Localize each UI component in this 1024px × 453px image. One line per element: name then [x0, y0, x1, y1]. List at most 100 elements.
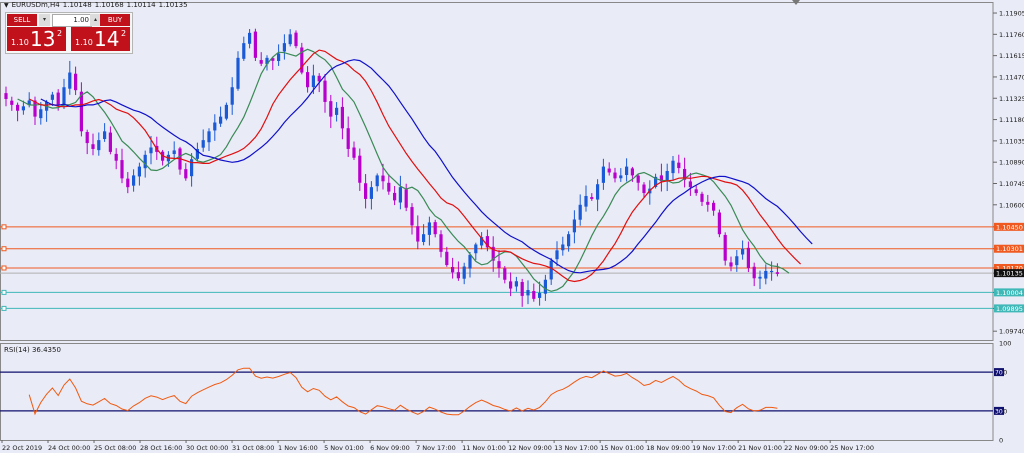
- time-axis-label: 22 Nov 09:00: [784, 444, 828, 452]
- candle-body: [619, 175, 623, 179]
- candle-body: [85, 131, 89, 144]
- candle-body: [520, 282, 524, 296]
- candle-body: [79, 91, 83, 132]
- candle-body: [253, 31, 257, 58]
- symbol-timeframe: EURUSDm,H4: [11, 1, 60, 9]
- indicator-axis-label: 0: [999, 437, 1003, 445]
- time-axis-label: 18 Nov 09:00: [646, 444, 690, 452]
- candle-body: [630, 168, 634, 176]
- candle-body: [735, 256, 739, 266]
- time-axis-label: 15 Nov 01:00: [600, 444, 644, 452]
- candle-body: [195, 148, 199, 159]
- candle-body: [224, 104, 228, 119]
- level-line-handle[interactable]: [1, 224, 7, 230]
- current-price-tag: [994, 269, 1024, 278]
- candle-body: [352, 147, 356, 158]
- candle-body: [567, 234, 571, 247]
- candle-body: [654, 176, 658, 187]
- candle-body: [433, 222, 437, 235]
- ohlc-close: 1.10135: [158, 1, 188, 9]
- candle-body: [375, 175, 379, 187]
- candle-body: [364, 183, 368, 199]
- candle-body: [149, 147, 153, 154]
- indicator-axis-label: 100: [999, 340, 1011, 348]
- candle-body: [607, 168, 611, 173]
- candle-body: [456, 272, 460, 279]
- level-price-tag: [994, 222, 1024, 231]
- moving-average-medium: [28, 49, 802, 283]
- candle-body: [56, 92, 60, 105]
- sell-price-pips: 13: [30, 27, 56, 51]
- buy-price-pips: 14: [94, 27, 120, 51]
- level-price-tag: [994, 304, 1024, 313]
- level-price-label: 1.10450: [996, 223, 1023, 231]
- candle-body: [137, 166, 141, 177]
- candle-body: [68, 72, 72, 89]
- level-line-handle[interactable]: [1, 246, 7, 252]
- candle-body: [143, 154, 147, 169]
- level-line-handle[interactable]: [1, 289, 7, 295]
- level-price-label: 1.10301: [996, 245, 1023, 253]
- level-price-label: 1.10170: [996, 264, 1023, 272]
- level-line-handle[interactable]: [1, 265, 7, 271]
- price-axis-label: 1.11325: [999, 95, 1024, 103]
- buy-button[interactable]: BUY: [100, 14, 130, 26]
- lot-size-input[interactable]: 1.00: [52, 14, 92, 27]
- buy-price-button[interactable]: 1.10 14 2: [71, 27, 130, 51]
- time-axis-label: 12 Nov 09:00: [508, 444, 552, 452]
- candle-body: [688, 181, 692, 188]
- lot-decrease-icon[interactable]: ▾: [39, 14, 50, 26]
- candle-body: [27, 100, 31, 106]
- lot-increase-icon[interactable]: ▴: [90, 14, 101, 26]
- candle-body: [532, 291, 536, 299]
- price-axis-label: 1.10890: [999, 159, 1024, 167]
- price-axis-label: 1.11760: [999, 31, 1024, 39]
- candle-body: [741, 248, 745, 255]
- candle-body: [468, 254, 472, 269]
- candle-body: [671, 160, 675, 174]
- candle-body: [172, 150, 176, 155]
- level-price-label: 1.10004: [996, 289, 1023, 297]
- candle-body: [746, 247, 750, 268]
- candle-body: [108, 132, 112, 152]
- collapse-arrow-icon[interactable]: ▼: [4, 1, 9, 9]
- price-axis-label: 1.10745: [999, 180, 1024, 188]
- candle-body: [242, 43, 246, 59]
- level-line-handle[interactable]: [1, 305, 7, 311]
- candle-body: [248, 32, 252, 44]
- moving-average-slow: [40, 59, 813, 274]
- time-axis-label: 25 Oct 08:00: [94, 444, 136, 452]
- candle-body: [346, 128, 350, 149]
- candle-body: [300, 47, 304, 73]
- candle-body: [572, 219, 576, 233]
- price-axis-label: 1.10600: [999, 201, 1024, 209]
- price-axis-label: 1.11180: [999, 116, 1024, 124]
- candle-body: [213, 122, 217, 131]
- candle-body: [50, 94, 54, 100]
- candle-body: [752, 266, 756, 279]
- price-axis-label: 1.11905: [999, 10, 1024, 18]
- candle-body: [497, 261, 501, 268]
- candle-body: [335, 107, 339, 115]
- candle-body: [625, 166, 629, 176]
- current-price-label: 1.10135: [996, 270, 1023, 278]
- time-axis-label: 6 Nov 09:00: [370, 444, 410, 452]
- symbol-header: ▼ EURUSDm,H4 1.10148 1.10168 1.10114 1.1…: [4, 1, 188, 9]
- candle-body: [201, 140, 205, 148]
- candle-body: [21, 106, 25, 111]
- candle-body: [706, 201, 710, 205]
- candle-body: [770, 270, 774, 273]
- candle-body: [410, 207, 414, 226]
- time-axis-label: 1 Nov 16:00: [278, 444, 318, 452]
- ohlc-open: 1.10148: [62, 1, 92, 9]
- indicator-frame: [0, 343, 994, 441]
- candle-body: [207, 131, 211, 143]
- candle-body: [659, 175, 663, 182]
- sell-price-prefix: 1.10: [11, 38, 29, 47]
- sell-price-button[interactable]: 1.10 13 2: [7, 27, 66, 51]
- chart-shift-marker-icon: [792, 0, 800, 5]
- sell-button[interactable]: SELL: [7, 14, 37, 26]
- one-click-trading-panel: SELL ▾ 1.00 ▴ BUY 1.10 13 2 1.10 14 2: [5, 12, 133, 54]
- candle-body: [526, 290, 530, 296]
